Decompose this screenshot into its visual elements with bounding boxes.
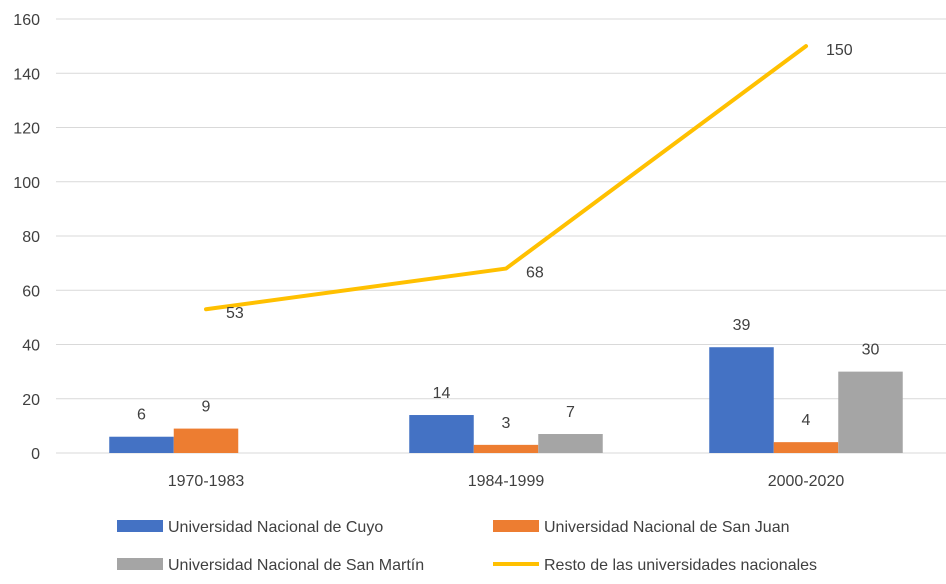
legend-swatch (117, 558, 163, 570)
data-label: 9 (202, 399, 211, 416)
data-label: 150 (826, 42, 853, 59)
legend-label: Universidad Nacional de Cuyo (168, 519, 383, 536)
y-tick-label: 160 (13, 12, 40, 29)
bar (538, 434, 603, 453)
y-tick-label: 140 (13, 66, 40, 83)
data-label: 68 (526, 265, 544, 282)
legend-swatch (117, 520, 163, 532)
y-tick-label: 60 (22, 283, 40, 300)
x-tick-label: 1984-1999 (468, 473, 545, 490)
legend-swatch (493, 520, 539, 532)
bar (773, 442, 839, 453)
bar (109, 436, 174, 453)
data-label: 3 (502, 415, 511, 432)
y-tick-label: 80 (22, 229, 40, 246)
bar (409, 415, 474, 453)
bar (173, 428, 239, 453)
bar (838, 371, 903, 453)
y-tick-label: 100 (13, 175, 40, 192)
legend-label: Universidad Nacional de San Juan (544, 519, 789, 536)
line-series (204, 44, 808, 312)
data-label: 6 (137, 407, 146, 424)
bar (473, 444, 539, 453)
data-label: 7 (566, 404, 575, 421)
bar (709, 347, 774, 453)
data-label: 39 (733, 317, 751, 334)
data-label: 53 (226, 305, 244, 322)
data-label: 14 (433, 385, 451, 402)
y-tick-label: 0 (31, 446, 40, 463)
legend-label: Universidad Nacional de San Martín (168, 557, 424, 574)
x-tick-label: 2000-2020 (768, 473, 845, 490)
data-label: 4 (802, 412, 811, 429)
data-label: 30 (862, 342, 880, 359)
y-tick-label: 40 (22, 338, 40, 355)
y-tick-label: 20 (22, 392, 40, 409)
legend-label: Resto de las universidades nacionales (544, 557, 817, 574)
y-tick-label: 120 (13, 121, 40, 138)
x-tick-label: 1970-1983 (168, 473, 245, 490)
